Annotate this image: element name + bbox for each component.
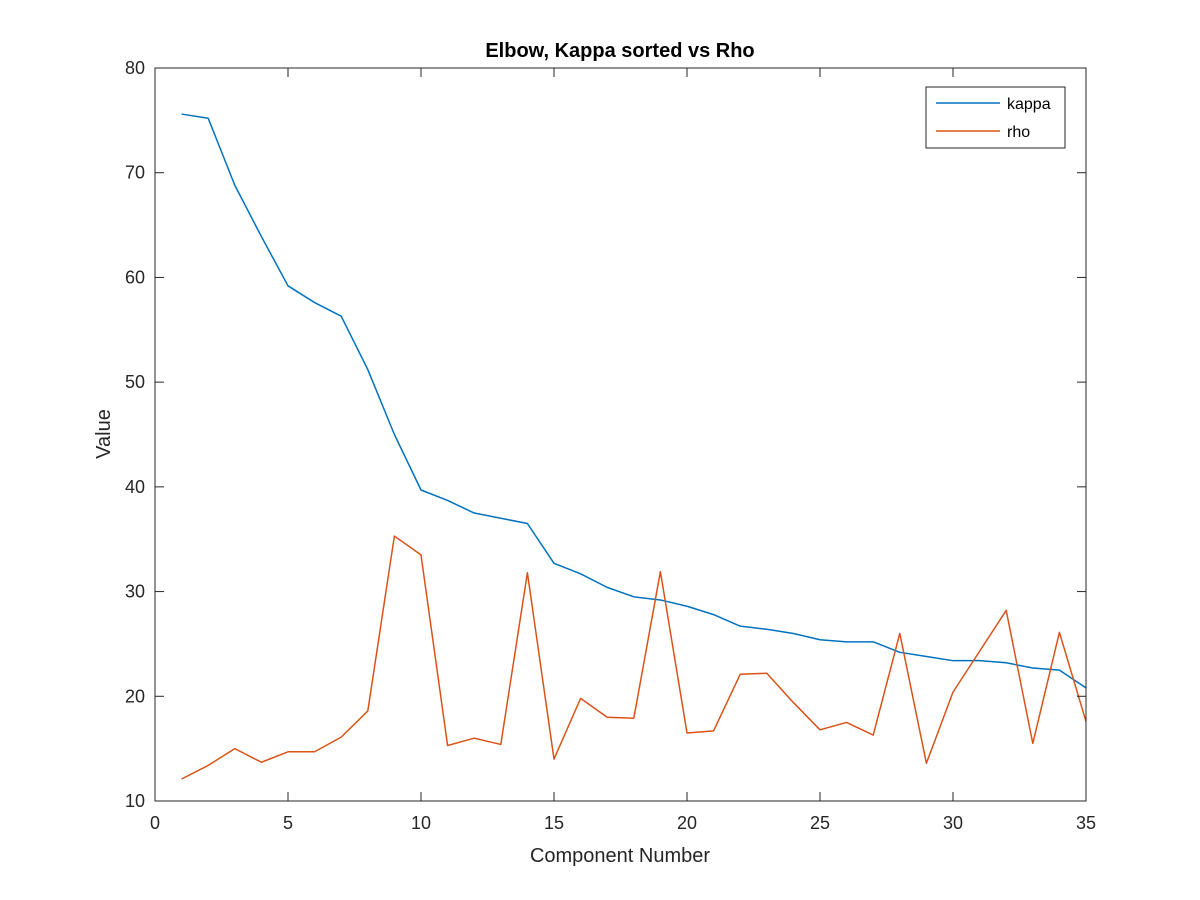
axes-box: [154, 67, 1087, 802]
x-tick-label: 25: [810, 813, 830, 833]
y-tick-label: 50: [125, 372, 145, 392]
y-tick-label: 30: [125, 582, 145, 602]
legend-box: [925, 86, 1066, 149]
legend-label-kappa: kappa: [1007, 96, 1051, 113]
x-tick-label: 30: [943, 813, 963, 833]
y-tick-label: 60: [125, 267, 145, 287]
x-axis: 0 5 10 15 20 25 30 35: [150, 68, 1096, 833]
legend: kappa rho: [925, 86, 1066, 149]
chart-title: Elbow, Kappa sorted vs Rho: [485, 40, 754, 62]
x-tick-label: 5: [283, 813, 293, 833]
y-tick-label: 40: [125, 477, 145, 497]
y-tick-label: 70: [125, 163, 145, 183]
legend-label-rho: rho: [1007, 124, 1030, 141]
y-tick-label: 80: [125, 58, 145, 78]
x-tick-label: 0: [150, 813, 160, 833]
y-axis-label: Value: [93, 409, 115, 459]
series-line-kappa: [181, 113, 1087, 689]
x-tick-label: 10: [411, 813, 431, 833]
plot-area: [155, 68, 1086, 801]
y-axis: 10 20 30 40 50 60 70 80: [125, 58, 1086, 811]
y-tick-label: 20: [125, 686, 145, 706]
x-axis-label: Component Number: [530, 845, 710, 867]
series-layer: [181, 113, 1087, 780]
x-tick-label: 15: [544, 813, 564, 833]
y-tick-label: 10: [125, 791, 145, 811]
x-tick-label: 20: [677, 813, 697, 833]
series-line-rho: [181, 535, 1087, 780]
x-tick-label: 35: [1076, 813, 1096, 833]
